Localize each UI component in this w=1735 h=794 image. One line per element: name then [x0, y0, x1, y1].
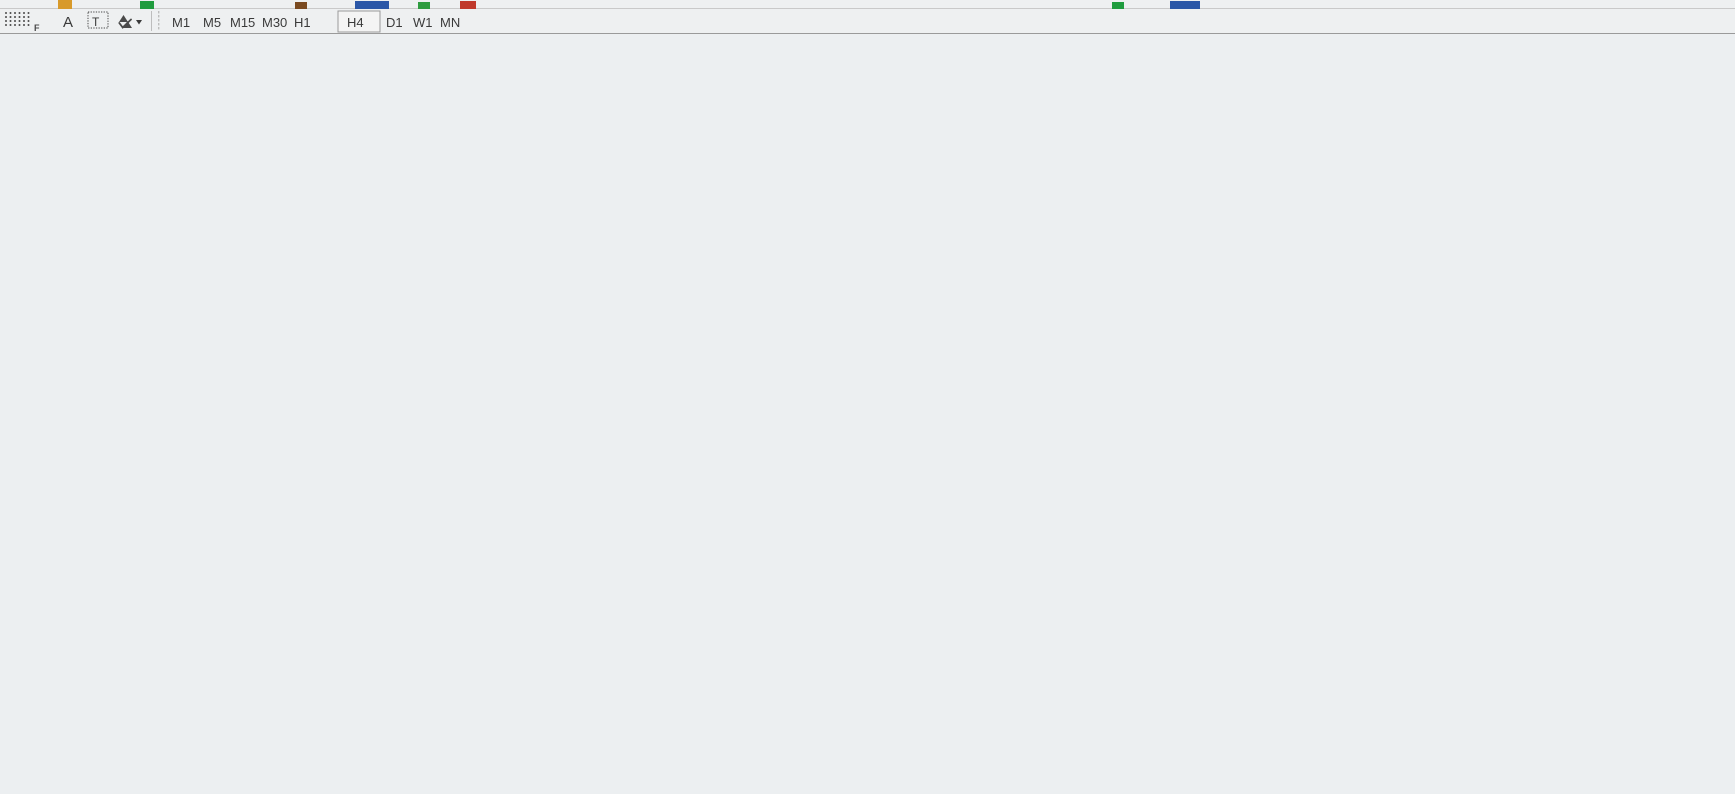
- svg-text:M1: M1: [172, 15, 190, 30]
- svg-text:D1: D1: [386, 15, 403, 30]
- svg-text:M15: M15: [230, 15, 255, 30]
- svg-text:H1: H1: [294, 15, 311, 30]
- svg-text:M30: M30: [262, 15, 287, 30]
- svg-text:H4: H4: [347, 15, 364, 30]
- svg-text:M5: M5: [203, 15, 221, 30]
- svg-text:MN: MN: [440, 15, 460, 30]
- svg-text:W1: W1: [413, 15, 433, 30]
